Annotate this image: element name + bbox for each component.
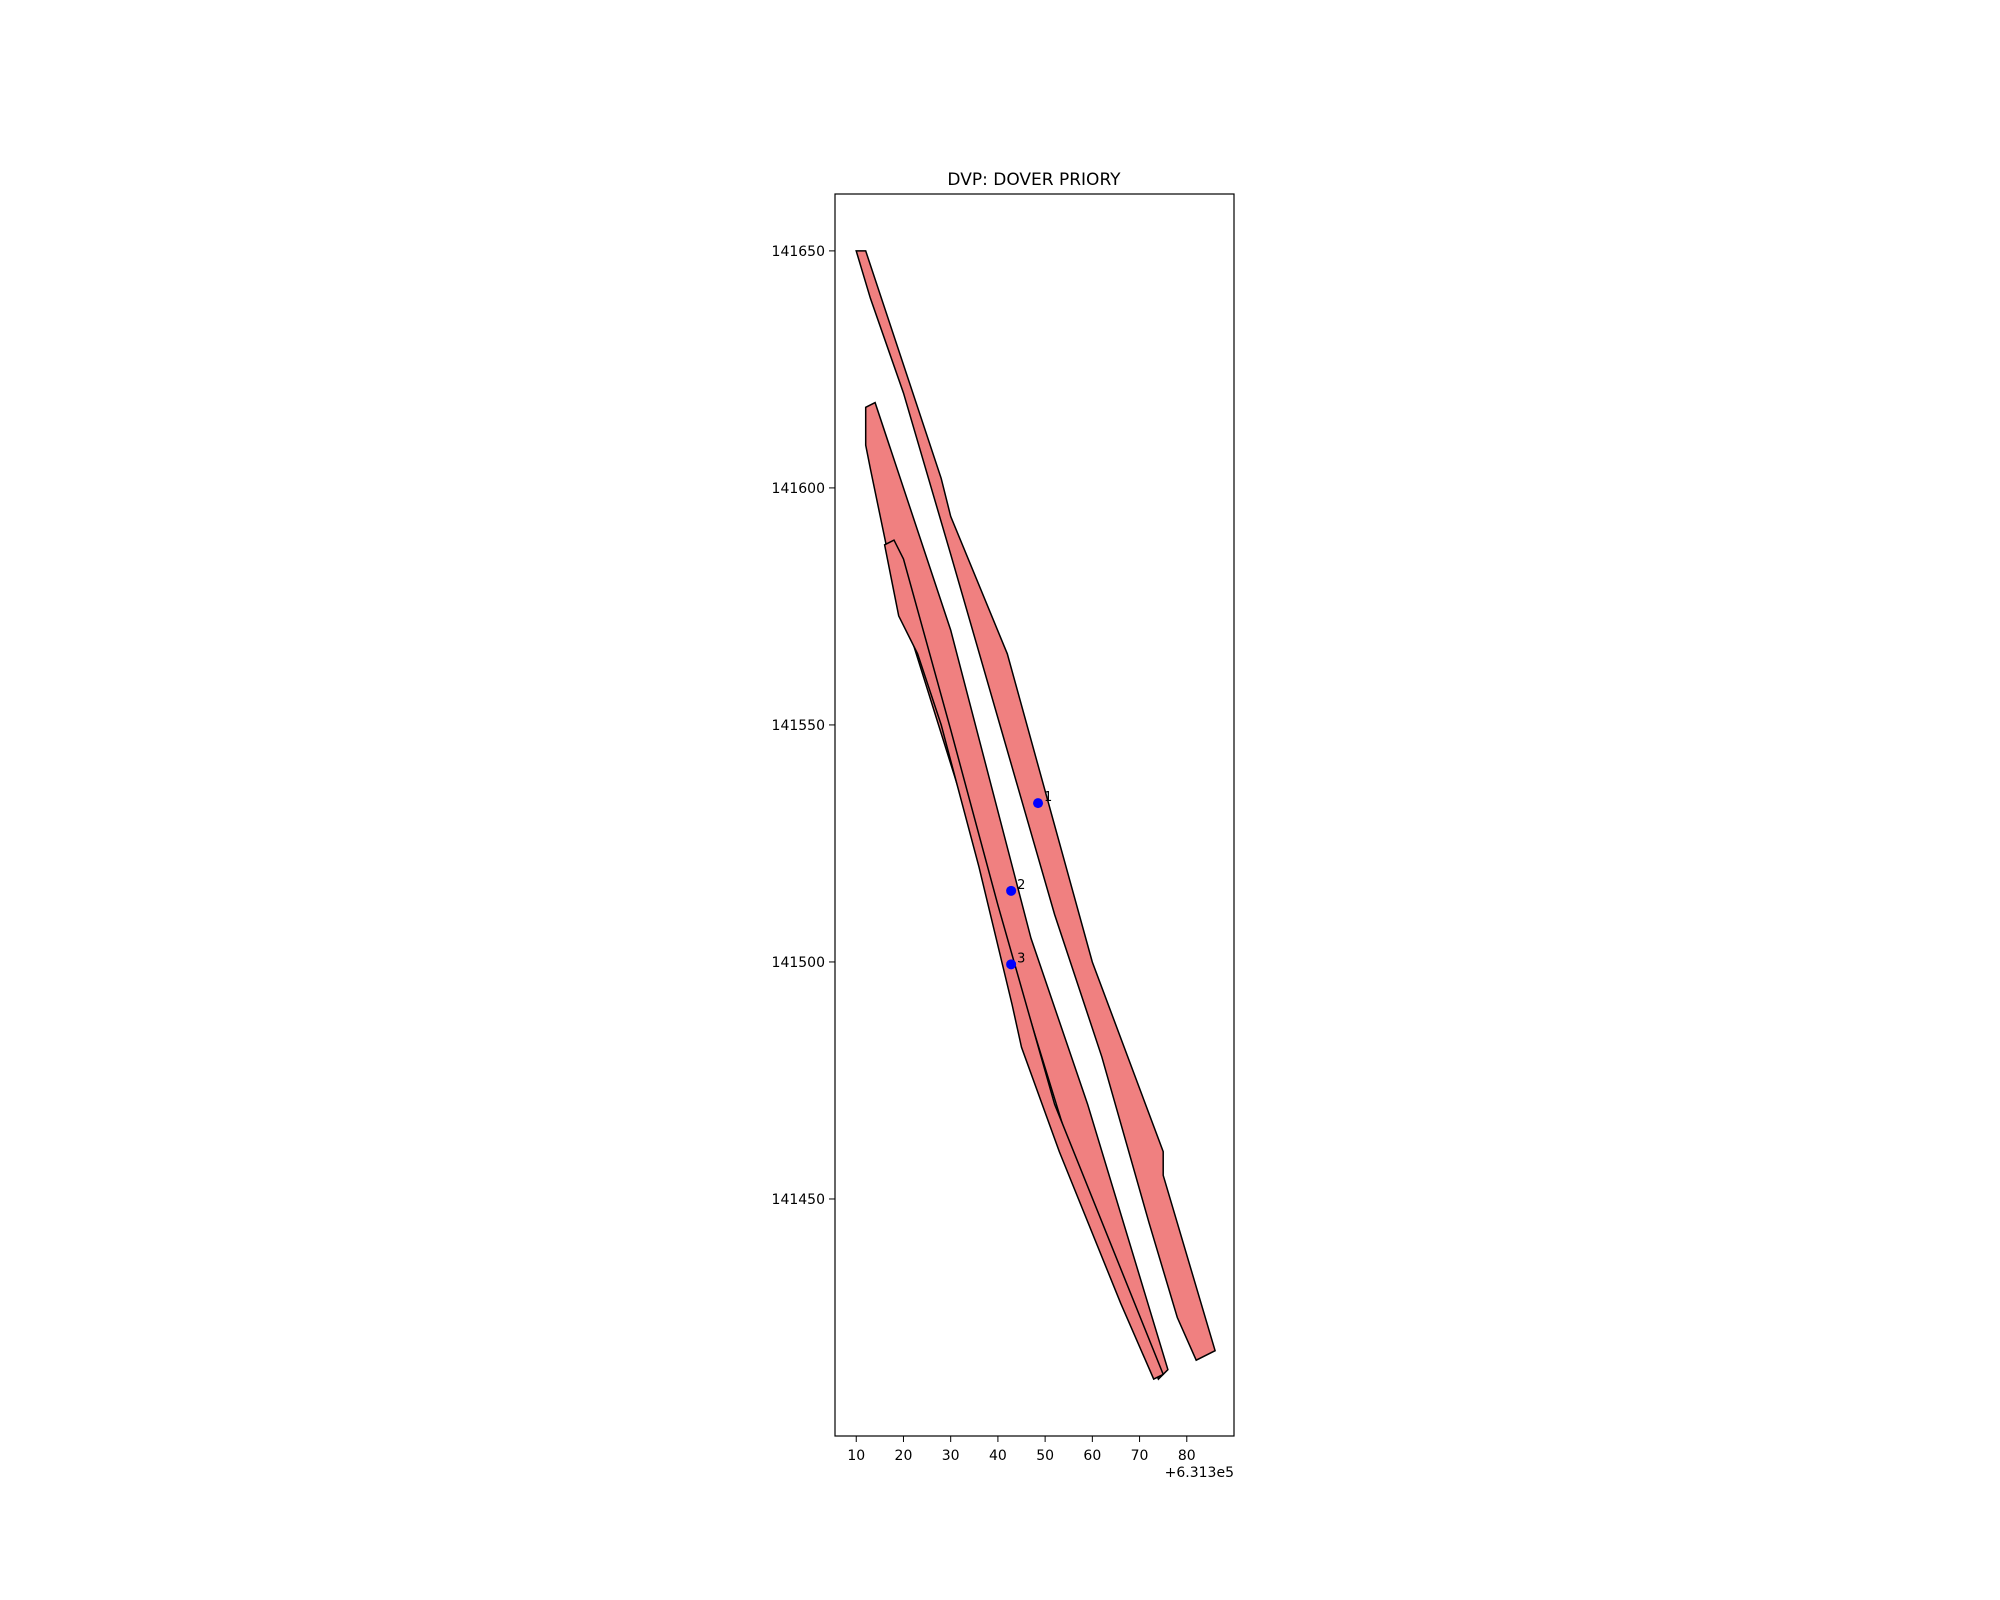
y-tick-label: 141600 bbox=[772, 481, 825, 497]
y-tick-label: 141650 bbox=[772, 244, 825, 260]
x-tick-label: 50 bbox=[1036, 1448, 1054, 1464]
x-tick-label: 70 bbox=[1131, 1448, 1149, 1464]
x-axis-offset-label: +6.313e5 bbox=[1165, 1465, 1234, 1481]
x-tick-label: 10 bbox=[847, 1448, 865, 1464]
point-label-1: 1 bbox=[1044, 790, 1052, 805]
x-tick-label: 40 bbox=[989, 1448, 1007, 1464]
point-3 bbox=[1006, 959, 1017, 970]
plot-frame bbox=[834, 193, 1235, 1437]
y-axis: 141450 141500 141550 141600 141650 bbox=[772, 244, 835, 1208]
x-axis: 10 20 30 40 50 60 70 80 bbox=[847, 1436, 1196, 1464]
polygon-layer bbox=[855, 250, 1216, 1381]
point-label-3: 3 bbox=[1017, 951, 1025, 966]
y-tick-label: 141450 bbox=[772, 1192, 825, 1208]
chart-title: DVP: DOVER PRIORY bbox=[947, 170, 1121, 190]
point-layer: 1 2 3 bbox=[1006, 790, 1052, 970]
x-tick-label: 20 bbox=[895, 1448, 913, 1464]
x-tick-label: 80 bbox=[1178, 1448, 1196, 1464]
polygon-3 bbox=[883, 539, 1165, 1381]
y-tick-label: 141500 bbox=[772, 955, 825, 971]
x-tick-label: 30 bbox=[942, 1448, 960, 1464]
point-label-2: 2 bbox=[1017, 878, 1025, 893]
polygon-2 bbox=[864, 401, 1169, 1381]
x-tick-label: 60 bbox=[1083, 1448, 1101, 1464]
point-2 bbox=[1006, 885, 1017, 896]
y-tick-label: 141550 bbox=[772, 718, 825, 734]
point-1 bbox=[1033, 798, 1044, 809]
